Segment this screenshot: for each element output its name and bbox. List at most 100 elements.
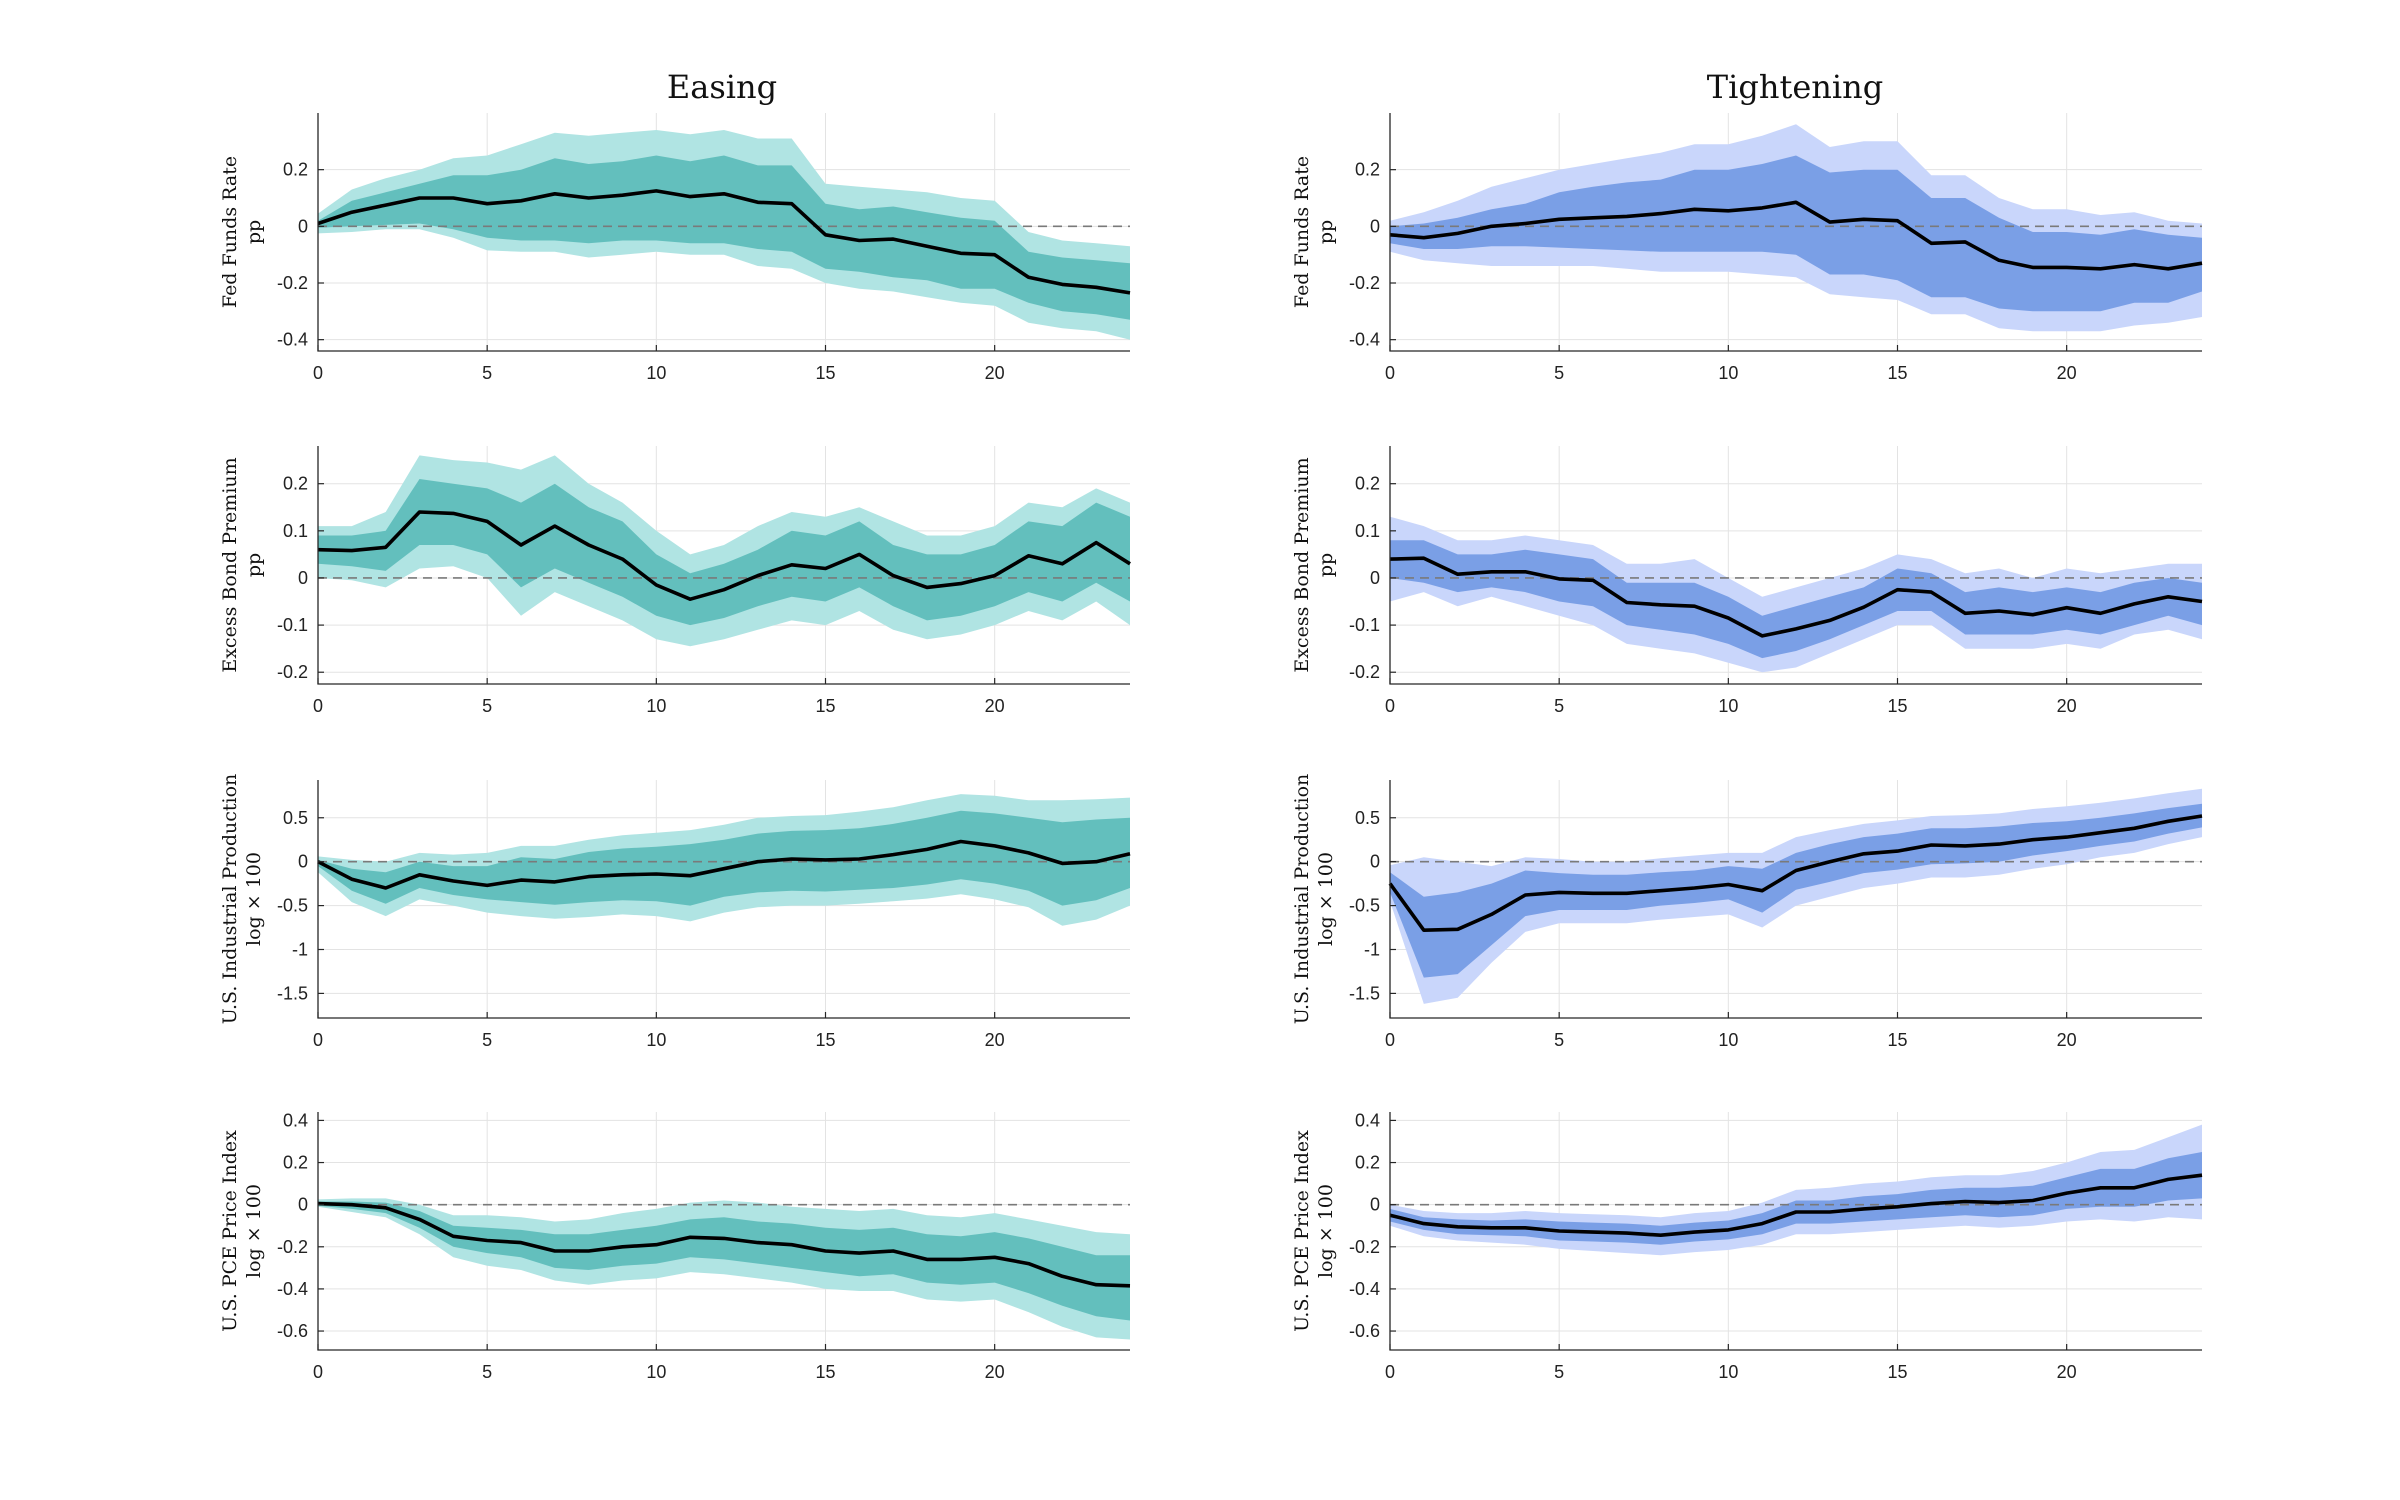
easing-ffr-ytick-label: 0 — [298, 216, 308, 236]
panel-easing-ffr: 0 5 10 15 20 -0.4 -0.2 0 0.2 Fed Funds Rate pp — [219, 113, 1131, 383]
easing-ip-yunit: log × 100 — [243, 852, 265, 946]
tightening-ebp-xtick-label: 0 — [1385, 696, 1395, 716]
easing-pce-xtick-label: 0 — [313, 1362, 323, 1382]
tightening-ip-xtick-label: 20 — [2057, 1030, 2077, 1050]
easing-ip-ytick-label: 0 — [298, 852, 308, 872]
tightening-ffr-ytick-label: 0 — [1370, 216, 1380, 236]
tightening-ebp-ytick-label: 0.2 — [1355, 474, 1380, 494]
tightening-ffr-xtick-label: 20 — [2057, 363, 2077, 383]
tightening-ffr-ytick-label: -0.2 — [1349, 273, 1380, 293]
tightening-pce-median-line — [1389, 1173, 2203, 1237]
easing-pce-ytick-label: -0.4 — [277, 1279, 308, 1299]
tightening-ffr-xtick-label: 15 — [1887, 363, 1907, 383]
tightening-ebp-inner-band — [1390, 540, 2202, 659]
tightening-pce-ytick-label: -0.6 — [1349, 1321, 1380, 1341]
tightening-ip-xtick-label: 15 — [1887, 1030, 1907, 1050]
easing-pce-inner-band — [318, 1201, 1130, 1321]
easing-pce-yunit: log × 100 — [243, 1184, 265, 1278]
easing-ffr-xtick-label: 10 — [646, 363, 666, 383]
easing-pce-ylabel: U.S. PCE Price Index — [219, 1130, 241, 1332]
tightening-ffr-median-line — [1389, 200, 2203, 271]
easing-pce-ytick-label: -0.6 — [277, 1321, 308, 1341]
tightening-ebp-ytick-label: 0.1 — [1355, 521, 1380, 541]
tightening-ebp-xtick-label: 10 — [1718, 696, 1738, 716]
tightening-ip-xtick-label: 5 — [1554, 1030, 1564, 1050]
easing-ebp-ylabel: Excess Bond Premium — [219, 457, 241, 672]
tightening-ffr-xtick-label: 0 — [1385, 363, 1395, 383]
easing-ffr-ytick-label: 0.2 — [283, 160, 308, 180]
easing-ip-xtick-label: 0 — [313, 1030, 323, 1050]
tightening-ebp-xtick-label: 5 — [1554, 696, 1564, 716]
easing-ip-ytick-label: -1 — [292, 939, 308, 959]
tightening-pce-yunit: log × 100 — [1315, 1184, 1337, 1278]
easing-ip-xtick-label: 10 — [646, 1030, 666, 1050]
tightening-pce-xtick-label: 0 — [1385, 1362, 1395, 1382]
tightening-ip-ytick-label: -1 — [1364, 939, 1380, 959]
tightening-ebp-ytick-label: -0.2 — [1349, 662, 1380, 682]
tightening-pce-ytick-label: 0.2 — [1355, 1153, 1380, 1173]
easing-ip-ytick-label: 0.5 — [283, 808, 308, 828]
easing-pce-ytick-label: 0 — [298, 1195, 308, 1215]
panel-tightening-ebp: 0 5 10 15 20 -0.2 -0.1 0 0.1 0.2 Excess Bond Premi… — [1291, 446, 2203, 716]
tightening-ffr-inner-band — [1390, 155, 2202, 312]
easing-pce-xtick-label: 5 — [482, 1362, 492, 1382]
easing-ebp-median-line — [317, 510, 1131, 601]
panel-tightening-ip: 0 5 10 15 20 -1.5 -1 -0.5 0 0.5 U.S. Industrial Pr… — [1291, 774, 2203, 1050]
easing-ffr-ytick-label: -0.2 — [277, 273, 308, 293]
tightening-ip-ytick-label: -0.5 — [1349, 896, 1380, 916]
easing-ip-ylabel: U.S. Industrial Production — [219, 774, 241, 1025]
easing-ip-xtick-label: 15 — [815, 1030, 835, 1050]
panel-easing-ebp: 0 5 10 15 20 -0.2 -0.1 0 0.1 0.2 Excess Bond Premi… — [219, 446, 1131, 716]
tightening-ip-ylabel: U.S. Industrial Production — [1291, 774, 1313, 1025]
tightening-pce-xtick-label: 5 — [1554, 1362, 1564, 1382]
tightening-ip-xtick-label: 10 — [1718, 1030, 1738, 1050]
easing-ebp-xtick-label: 15 — [815, 696, 835, 716]
tightening-ip-ytick-label: -1.5 — [1349, 983, 1380, 1003]
easing-ffr-median-line — [317, 189, 1131, 295]
easing-ip-xtick-label: 20 — [985, 1030, 1005, 1050]
easing-ebp-ytick-label: 0.1 — [283, 521, 308, 541]
column-title-tightening: Tightening — [1707, 68, 1883, 106]
tightening-ffr-xtick-label: 10 — [1718, 363, 1738, 383]
tightening-pce-ylabel: U.S. PCE Price Index — [1291, 1130, 1313, 1332]
tightening-ffr-ylabel: Fed Funds Rate — [1291, 156, 1313, 308]
tightening-pce-ytick-label: -0.4 — [1349, 1279, 1380, 1299]
easing-ffr-yunit: pp — [243, 220, 265, 244]
panel-tightening-pce: 0 5 10 15 20 -0.6 -0.4 -0.2 0 0.2 0.4 U.S. PCE Pric… — [1291, 1110, 2203, 1382]
tightening-pce-xtick-label: 10 — [1718, 1362, 1738, 1382]
easing-ffr-xtick-label: 0 — [313, 363, 323, 383]
tightening-pce-outer-band — [1390, 1124, 2202, 1256]
easing-ebp-yunit: pp — [243, 553, 265, 577]
tightening-ebp-yunit: pp — [1315, 553, 1337, 577]
tightening-ip-yunit: log × 100 — [1315, 852, 1337, 946]
easing-pce-xtick-label: 20 — [985, 1362, 1005, 1382]
easing-ip-ytick-label: -0.5 — [277, 896, 308, 916]
column-title-easing: Easing — [667, 68, 777, 106]
easing-ebp-ytick-label: 0.2 — [283, 474, 308, 494]
easing-ebp-ytick-label: 0 — [298, 568, 308, 588]
easing-ip-xtick-label: 5 — [482, 1030, 492, 1050]
tightening-ip-ytick-label: 0.5 — [1355, 808, 1380, 828]
easing-ffr-ylabel: Fed Funds Rate — [219, 156, 241, 308]
tightening-ip-median-line — [1388, 814, 2203, 932]
easing-ffr-xtick-label: 5 — [482, 363, 492, 383]
tightening-ip-xtick-label: 0 — [1385, 1030, 1395, 1050]
tightening-pce-ytick-label: 0.4 — [1355, 1110, 1380, 1130]
tightening-ffr-ytick-label: -0.4 — [1349, 330, 1380, 350]
tightening-ip-inner-band — [1390, 803, 2202, 978]
easing-ffr-xtick-label: 15 — [815, 363, 835, 383]
tightening-pce-xtick-label: 15 — [1887, 1362, 1907, 1382]
easing-ebp-ytick-label: -0.1 — [277, 615, 308, 635]
tightening-ebp-ylabel: Excess Bond Premium — [1291, 457, 1313, 672]
easing-ffr-inner-band — [318, 155, 1130, 320]
easing-pce-xtick-label: 15 — [815, 1362, 835, 1382]
easing-ebp-xtick-label: 0 — [313, 696, 323, 716]
panel-easing-pce: 0 5 10 15 20 -0.6 -0.4 -0.2 0 0.2 0.4 U.S. PCE Pric… — [219, 1110, 1131, 1382]
easing-ip-ytick-label: -1.5 — [277, 983, 308, 1003]
tightening-ffr-ytick-label: 0.2 — [1355, 160, 1380, 180]
easing-ebp-xtick-label: 20 — [985, 696, 1005, 716]
tightening-ffr-xtick-label: 5 — [1554, 363, 1564, 383]
tightening-ebp-median-line — [1389, 556, 2203, 638]
easing-pce-ytick-label: 0.2 — [283, 1153, 308, 1173]
